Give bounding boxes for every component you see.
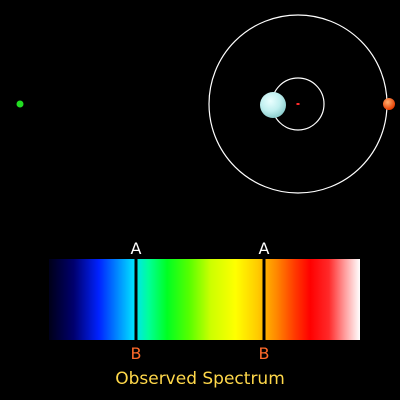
spectrum-band [49, 259, 360, 340]
planet [383, 98, 395, 110]
spectral-line-1-bottom-label: B [131, 344, 142, 363]
star [260, 92, 286, 118]
spectral-line-1-mark [134, 259, 138, 340]
spectral-line-2-mark [262, 259, 266, 340]
center-of-mass-marker [296, 103, 300, 105]
spectrum-caption: Observed Spectrum [115, 369, 285, 389]
spectral-line-2: A B [259, 239, 270, 363]
spectral-line-2-bottom-label: B [259, 344, 270, 363]
spectral-line-1-top-label: A [131, 239, 142, 258]
spectral-line-2-top-label: A [259, 239, 270, 258]
observer-dot [16, 100, 24, 108]
spectral-line-1: A B [131, 239, 142, 363]
